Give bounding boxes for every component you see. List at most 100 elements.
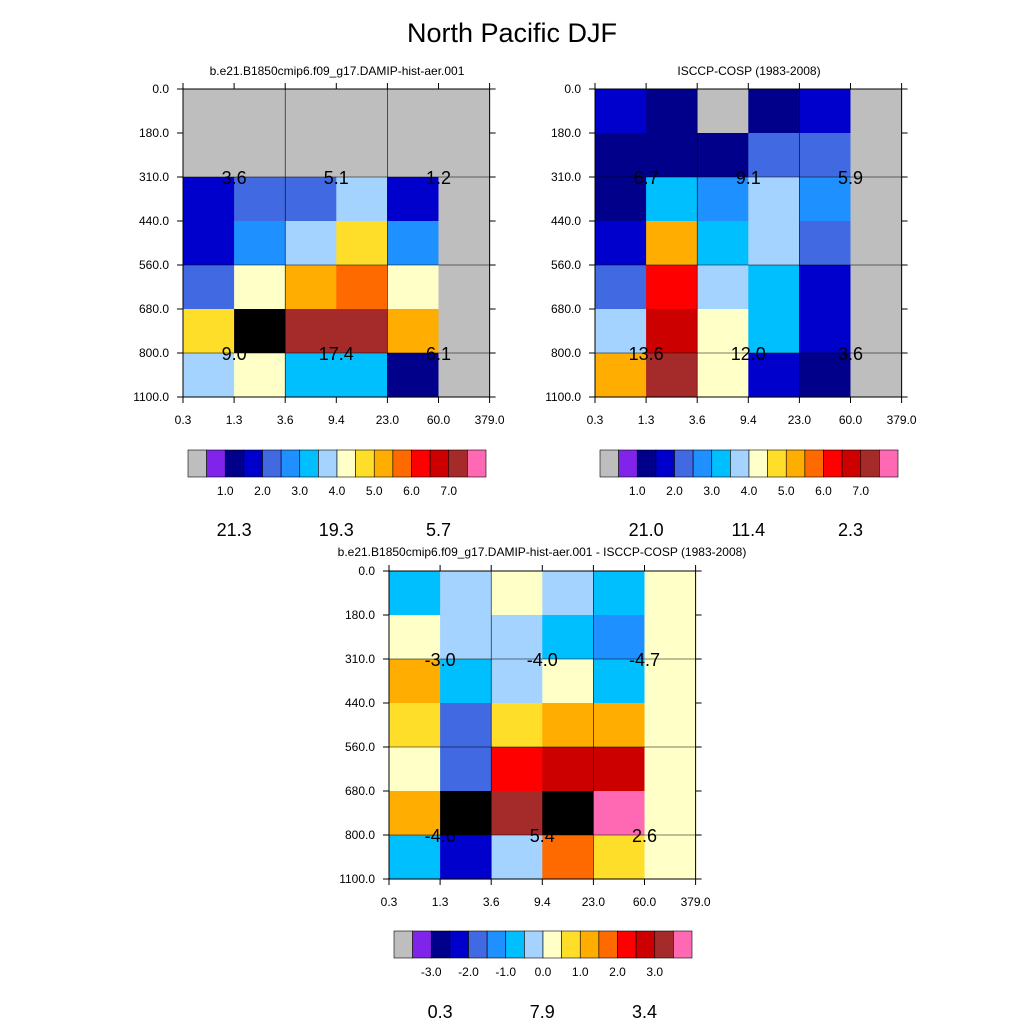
heatmap-cell [850,177,903,222]
heatmap-cell [799,309,852,354]
heatmap-cell [850,89,903,134]
cell-value-label: 17.4 [319,344,354,364]
colorbar-diff: -3.0 -2.0 -1.0 0.0 1.0 2.0 3.0 [393,930,693,979]
colorbar-model: 1.0 2.0 3.0 4.0 5.0 6.0 7.0 [187,449,487,498]
heatmap-cell [387,89,440,134]
cell-value-label: 2.6 [632,826,657,846]
colorbar-label: -2.0 [458,965,479,979]
heatmap-cell [850,353,903,398]
y-tick-label: 800.0 [551,346,581,360]
cell-value-label: -4.7 [629,650,660,670]
heatmap-cell [440,747,492,792]
heatmap-cell [183,177,235,222]
heatmap-cell [491,659,543,704]
colorbar-box [674,449,694,478]
colorbar-label: 6.0 [403,484,420,498]
x-tick-label: 9.4 [740,413,757,427]
heatmap-cell [799,89,852,134]
heatmap-cell [336,133,388,178]
colorbar-box [430,930,451,959]
colorbar-box [524,930,544,959]
colorbar-box [412,930,432,959]
x-tick-label: 1.3 [432,895,449,909]
colorbar-box [654,930,674,959]
cell-value-label: 21.0 [629,520,664,540]
cell-value-label: 3.6 [838,344,863,364]
y-tick-label: 440.0 [345,696,375,710]
heatmap-cell [491,571,543,616]
heatmap-cell [438,89,491,134]
x-tick-label: 379.0 [681,895,711,909]
heatmap-cell [440,703,492,748]
heatmap-cell [389,791,441,836]
heatmap-cell [285,265,337,310]
heatmap-cell [697,353,749,398]
colorbar-label: 3.0 [703,484,720,498]
x-tick-label: 23.0 [582,895,606,909]
heatmap-cell [644,791,697,836]
heatmap-cell [697,221,749,266]
heatmap-cell [542,615,594,660]
y-tick-label: 680.0 [551,302,581,316]
y-tick-label: 1100.0 [133,390,169,404]
heatmap-cell [387,265,440,310]
colorbar-label: 5.0 [366,484,383,498]
cell-value-label: -4.0 [527,650,558,670]
heatmap-cell [697,133,749,178]
cell-value-label: 6.1 [426,344,451,364]
heatmap-cell [646,265,698,310]
heatmap-cell [697,89,749,134]
cell-value-label: 1.2 [426,168,451,188]
heatmap-cell [595,353,647,398]
heatmap-cell [595,133,647,178]
colorbar-box [785,449,806,478]
heatmap-cell [438,265,491,310]
colorbar-label: -3.0 [421,965,442,979]
x-tick-label: 1.3 [638,413,655,427]
cell-value-label: 9.1 [736,168,761,188]
colorbar-label: 7.0 [852,484,869,498]
y-tick-label: 800.0 [345,828,375,842]
heatmap-cell [595,89,647,134]
heatmap-cell [387,353,440,398]
cell-value-label: 12.0 [731,344,766,364]
heatmap-cell [336,353,388,398]
y-tick-label: 310.0 [551,170,581,184]
cell-value-label: 3.6 [222,168,247,188]
colorbar-box [748,449,768,478]
y-tick-label: 1100.0 [339,872,375,886]
colorbar-box [299,449,319,478]
colorbar-box [636,449,657,478]
colorbar-label: 1.0 [572,965,589,979]
heatmap-cell [389,835,441,880]
heatmap-cell [491,615,543,660]
colorbar-box [336,449,356,478]
heatmap-cell [234,177,286,222]
colorbar-box [542,930,562,959]
heatmap-cell [646,133,698,178]
heatmap-cell [799,353,852,398]
x-tick-label: 379.0 [475,413,505,427]
colorbar-box [448,449,468,478]
colorbar-box [711,449,731,478]
heatmap-cell [440,615,492,660]
heatmap-cell [644,703,697,748]
x-tick-label: 9.4 [534,895,551,909]
heatmap-cell [183,221,235,266]
colorbar-box [635,930,656,959]
y-tick-label: 1100.0 [545,390,581,404]
heatmap-cell [491,747,543,792]
heatmap-cell [183,89,235,134]
colorbar-box [730,449,750,478]
colorbar-box [804,449,824,478]
colorbar-label: 4.0 [741,484,758,498]
heatmap-cell [644,615,697,660]
heatmap-cell [285,89,337,134]
colorbar-box [467,449,487,478]
colorbar-box [841,449,862,478]
y-tick-label: 180.0 [139,126,169,140]
x-tick-label: 0.3 [587,413,604,427]
y-tick-label: 0.0 [152,82,169,96]
x-tick-label: 0.3 [175,413,192,427]
